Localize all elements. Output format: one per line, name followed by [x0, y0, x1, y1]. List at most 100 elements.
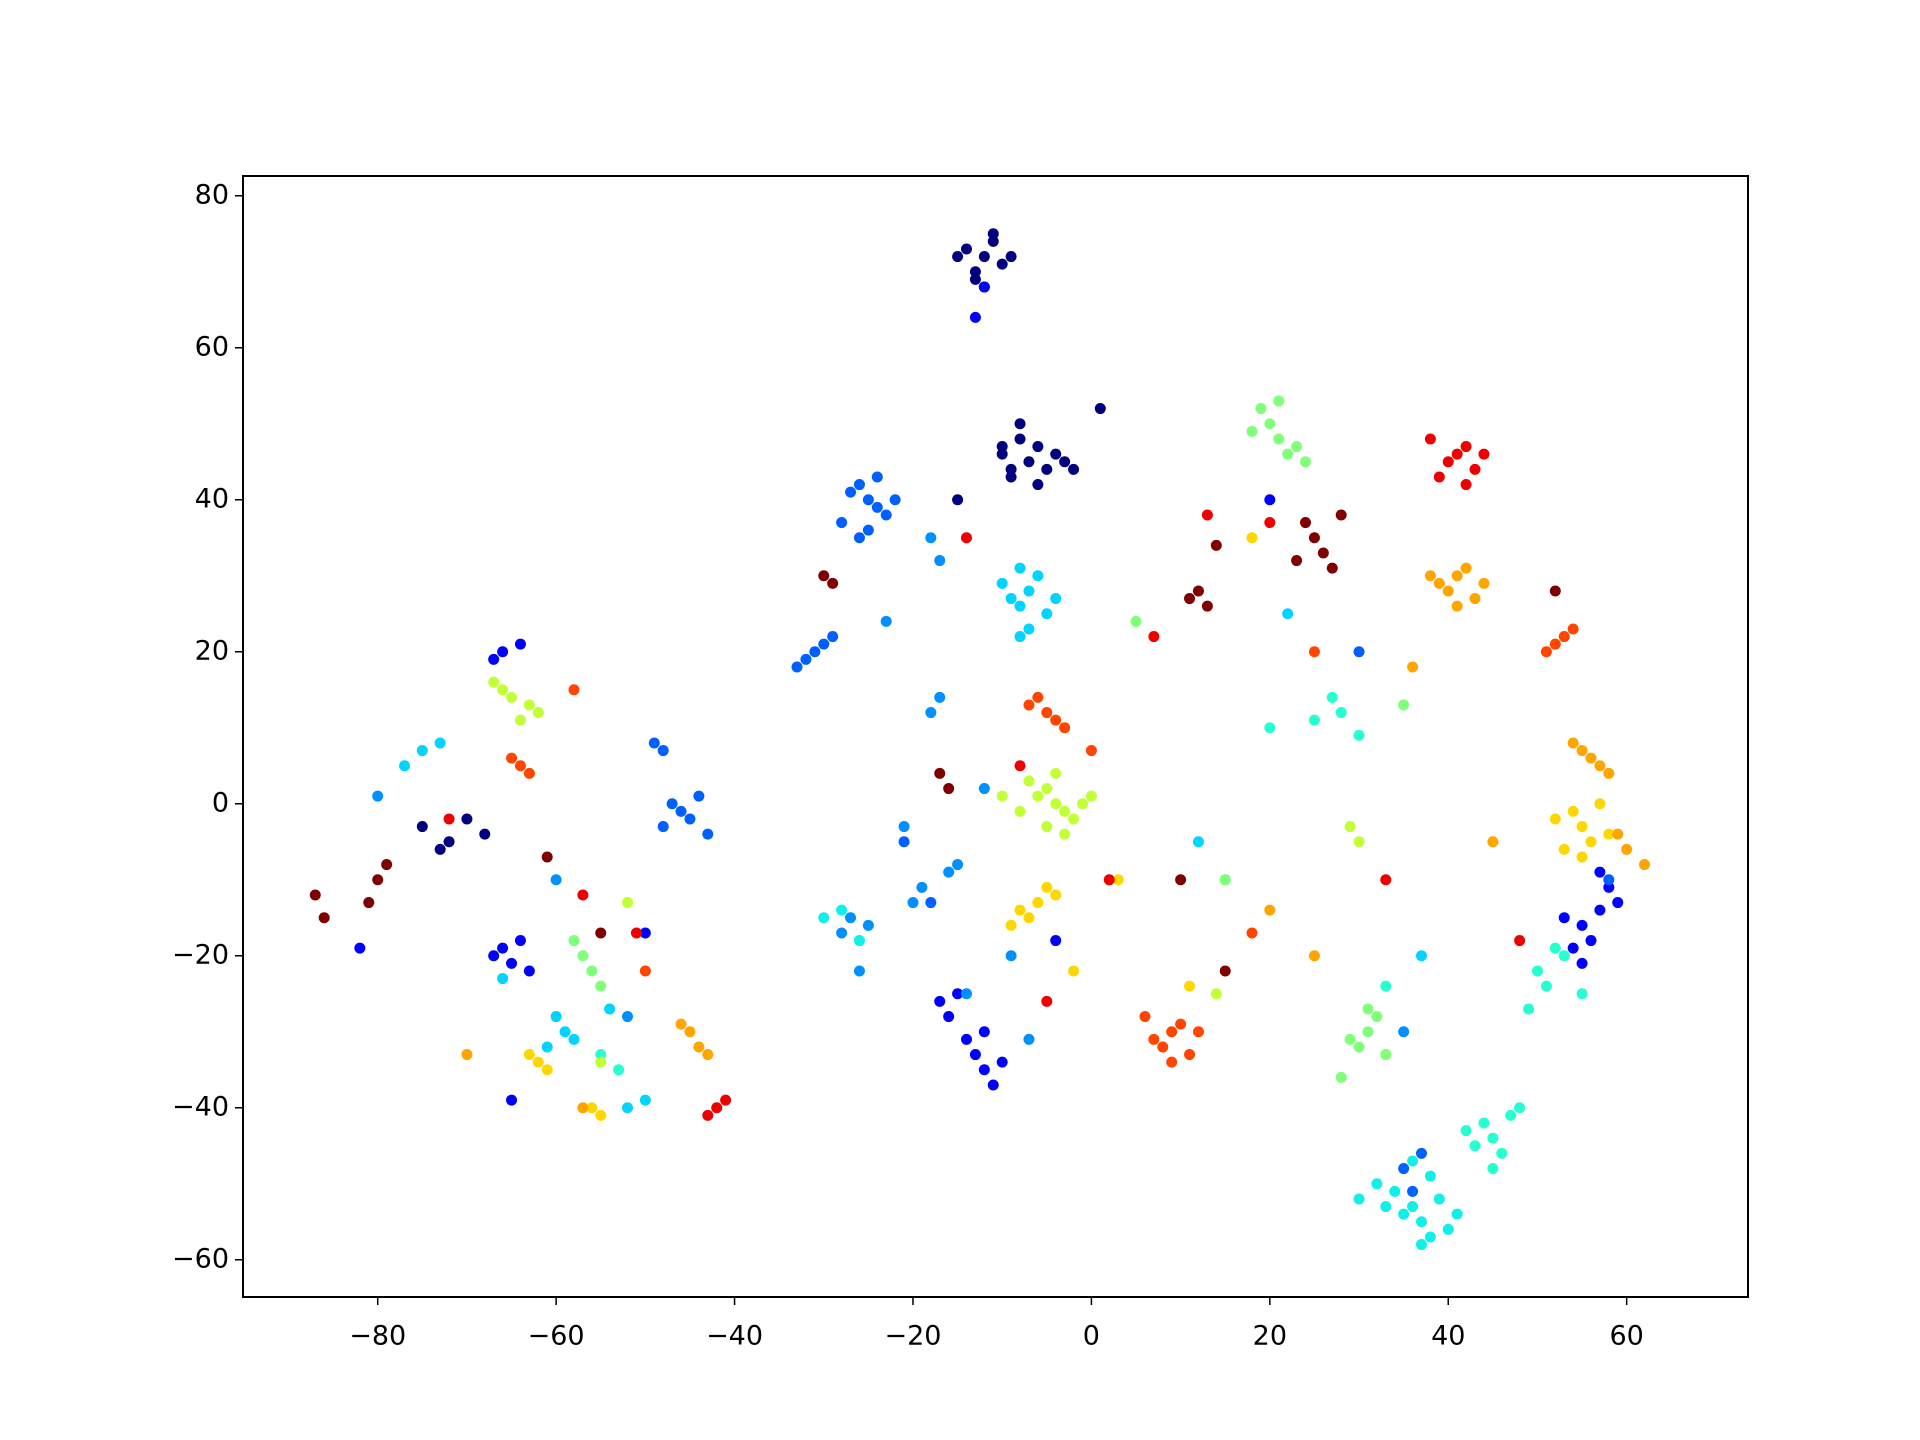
- point: [1380, 874, 1392, 886]
- point: [657, 821, 669, 833]
- point: [461, 1049, 473, 1061]
- point: [952, 988, 964, 1000]
- point: [969, 1049, 981, 1061]
- point: [925, 707, 937, 719]
- point: [1335, 509, 1347, 521]
- point: [862, 524, 874, 536]
- point: [1540, 646, 1552, 658]
- point: [622, 1011, 634, 1023]
- point: [1344, 1033, 1356, 1045]
- point: [1585, 836, 1597, 848]
- point: [675, 1018, 687, 1030]
- point: [1050, 889, 1062, 901]
- point: [1059, 722, 1071, 734]
- point: [1130, 615, 1142, 627]
- point: [1398, 699, 1410, 711]
- point: [1549, 813, 1561, 825]
- point: [1014, 600, 1026, 612]
- point: [1442, 585, 1454, 597]
- point: [871, 501, 883, 513]
- point: [1407, 1201, 1419, 1213]
- point: [1567, 737, 1579, 749]
- point: [978, 1026, 990, 1038]
- point: [1023, 585, 1035, 597]
- point: [1353, 1041, 1365, 1053]
- point: [488, 950, 500, 962]
- point: [1603, 828, 1615, 840]
- x-tick-label: 0: [1083, 1321, 1100, 1352]
- point: [1353, 836, 1365, 848]
- point: [443, 813, 455, 825]
- point: [523, 965, 535, 977]
- point: [1505, 1109, 1517, 1121]
- point: [434, 737, 446, 749]
- point: [541, 1064, 553, 1076]
- point: [1264, 517, 1276, 529]
- point: [1041, 608, 1053, 620]
- point: [1059, 828, 1071, 840]
- point: [853, 532, 865, 544]
- point: [978, 1064, 990, 1076]
- point: [1005, 593, 1017, 605]
- point: [1576, 957, 1588, 969]
- point: [934, 691, 946, 703]
- point: [1558, 950, 1570, 962]
- point: [1576, 821, 1588, 833]
- point: [1059, 456, 1071, 468]
- point: [943, 866, 955, 878]
- point: [514, 760, 526, 772]
- point: [568, 684, 580, 696]
- point: [684, 1026, 696, 1038]
- point: [1469, 1140, 1481, 1152]
- point: [952, 251, 964, 263]
- point: [1246, 425, 1258, 437]
- point: [1068, 463, 1080, 475]
- point: [354, 942, 366, 954]
- point: [1264, 418, 1276, 430]
- point: [1451, 1208, 1463, 1220]
- point: [809, 646, 821, 658]
- point: [1210, 539, 1222, 551]
- point: [595, 980, 607, 992]
- point: [1594, 798, 1606, 810]
- point: [1398, 1208, 1410, 1220]
- point: [1523, 1003, 1535, 1015]
- point: [1594, 904, 1606, 916]
- point: [1308, 532, 1320, 544]
- point: [416, 745, 428, 757]
- point: [1540, 980, 1552, 992]
- point: [1478, 577, 1490, 589]
- x-tick-label: 40: [1431, 1321, 1465, 1352]
- point: [1460, 441, 1472, 453]
- point: [1353, 1193, 1365, 1205]
- y-tick-label: −40: [172, 1091, 229, 1122]
- point: [1415, 1239, 1427, 1251]
- point: [889, 494, 901, 506]
- point: [1023, 1033, 1035, 1045]
- point: [568, 935, 580, 947]
- point: [1068, 813, 1080, 825]
- point: [684, 813, 696, 825]
- point: [577, 889, 589, 901]
- point: [1308, 714, 1320, 726]
- point: [1424, 1170, 1436, 1182]
- x-tick-label: −80: [349, 1321, 406, 1352]
- point: [568, 1033, 580, 1045]
- point: [1014, 904, 1026, 916]
- point: [845, 912, 857, 924]
- point: [1005, 950, 1017, 962]
- point: [1184, 980, 1196, 992]
- point: [1219, 874, 1231, 886]
- point: [1407, 1185, 1419, 1197]
- point: [630, 927, 642, 939]
- point: [398, 760, 410, 772]
- point: [1308, 646, 1320, 658]
- point: [996, 1056, 1008, 1068]
- point: [1041, 821, 1053, 833]
- point: [987, 228, 999, 240]
- point: [532, 707, 544, 719]
- point: [969, 311, 981, 323]
- point: [871, 471, 883, 483]
- plot-frame: [242, 175, 1749, 1298]
- point: [1041, 707, 1053, 719]
